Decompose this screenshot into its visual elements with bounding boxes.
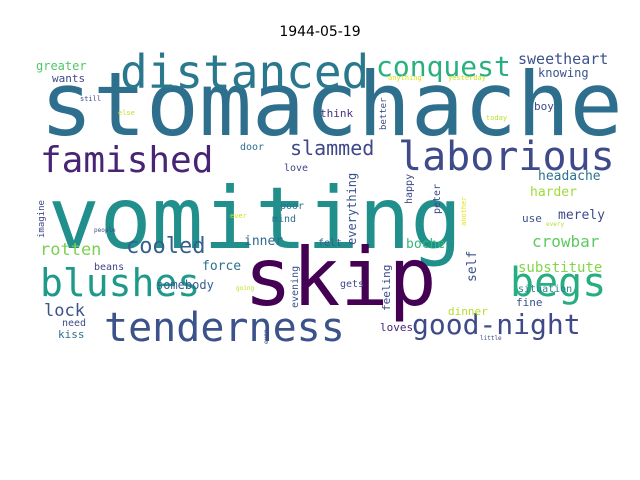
word-think: think — [320, 107, 353, 120]
word-door: door — [240, 142, 264, 153]
word-kiss: kiss — [58, 328, 85, 341]
word-greater: greater — [36, 59, 87, 73]
word-little: little — [480, 335, 502, 342]
word-harder: harder — [530, 185, 577, 200]
word-still: still — [80, 95, 101, 103]
word-poor: poor — [280, 201, 304, 212]
word-people: people — [94, 227, 116, 234]
word-slammed: slammed — [290, 136, 374, 160]
word-everything: everything — [345, 173, 359, 245]
word-else: else — [118, 109, 135, 117]
word-every: every — [546, 221, 564, 228]
chart-title: 1944-05-19 — [279, 24, 361, 40]
word-dinner: dinner — [448, 305, 488, 318]
word-use: use — [522, 212, 542, 225]
word-lock: lock — [44, 301, 85, 321]
word-conquest: conquest — [376, 50, 511, 83]
word-self: self — [465, 251, 480, 282]
word-knowing: knowing — [538, 66, 589, 80]
word-rotten: rotten — [40, 240, 101, 260]
word-evening: evening — [290, 266, 301, 308]
word-begs: begs — [510, 260, 606, 306]
word-love: love — [284, 163, 308, 174]
word-sweetheart: sweetheart — [518, 50, 608, 68]
word-felt: felt — [318, 238, 342, 249]
word-substitute: substitute — [518, 260, 602, 276]
word-boche: boche — [406, 237, 445, 252]
word-headache: headache — [538, 169, 601, 184]
word-feeling: feeling — [380, 265, 393, 311]
word-need: need — [62, 318, 86, 329]
word-mind: mind — [272, 214, 296, 225]
word-tenderness: tenderness — [104, 305, 345, 351]
word-happy: happy — [404, 174, 415, 204]
word-anything: anything — [388, 74, 422, 82]
word-vomiting: vomiting — [48, 169, 462, 269]
word-merely: merely — [558, 208, 605, 223]
word-blushes: blushes — [40, 261, 200, 305]
word-distanced: distanced — [120, 45, 369, 99]
word-peter: peter — [432, 184, 443, 214]
word-better: better — [379, 97, 389, 130]
word-another: another — [460, 196, 468, 226]
word-gets: gets — [340, 279, 364, 290]
word-situation: situation — [518, 284, 572, 295]
word-boy: boy — [534, 100, 554, 113]
word-laborious: laborious — [398, 134, 615, 180]
word-inner: inner — [244, 234, 283, 249]
word-skip: skip — [244, 231, 437, 324]
word-imagine: imagine — [37, 200, 47, 238]
word-good-night: good-night — [412, 308, 581, 341]
word-beans: beans — [94, 262, 124, 273]
word-cooled: cooled — [126, 234, 205, 259]
word-fine: fine — [516, 296, 543, 309]
word-today: today — [486, 114, 507, 122]
word-loves: loves — [380, 321, 413, 334]
word-ever: ever — [230, 212, 247, 220]
word-going: going — [236, 285, 254, 292]
word-crowbar: crowbar — [532, 232, 600, 251]
word-somebody: somebody — [156, 278, 214, 292]
word-force: force — [202, 259, 241, 274]
word-yesterday: yesterday — [448, 74, 486, 82]
word-stomachache: stomachache — [40, 53, 623, 156]
word-famished: famished — [40, 140, 213, 181]
word-wants: wants — [52, 72, 85, 85]
word-even: even — [263, 329, 270, 344]
